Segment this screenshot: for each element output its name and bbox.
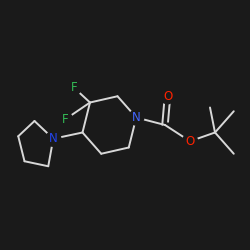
Text: N: N bbox=[49, 132, 58, 145]
Text: F: F bbox=[70, 81, 77, 94]
Text: N: N bbox=[132, 111, 140, 124]
Text: O: O bbox=[163, 90, 172, 103]
Circle shape bbox=[160, 89, 175, 104]
Circle shape bbox=[66, 80, 81, 95]
Circle shape bbox=[129, 110, 144, 125]
Circle shape bbox=[58, 112, 72, 127]
Circle shape bbox=[46, 131, 61, 146]
Text: F: F bbox=[62, 113, 68, 126]
Circle shape bbox=[182, 134, 198, 149]
Text: O: O bbox=[186, 135, 194, 148]
